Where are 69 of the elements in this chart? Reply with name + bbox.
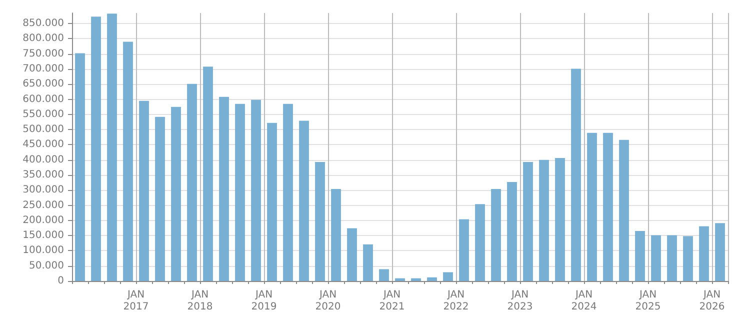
bar bbox=[75, 53, 85, 281]
bar bbox=[619, 140, 629, 281]
bar bbox=[635, 231, 645, 281]
x-tick-label: JAN 2020 bbox=[315, 290, 341, 312]
bar bbox=[651, 235, 661, 281]
bar bbox=[203, 66, 213, 281]
x-tick-label: JAN 2021 bbox=[379, 290, 405, 312]
y-tick-label: 0 bbox=[58, 276, 64, 286]
bar bbox=[667, 235, 677, 281]
bar bbox=[395, 278, 405, 281]
bar bbox=[587, 132, 597, 281]
bar bbox=[555, 158, 565, 281]
y-tick-label: 250.000 bbox=[22, 200, 64, 211]
x-tick-label: JAN 2018 bbox=[187, 290, 213, 312]
x-tick-label: JAN 2019 bbox=[251, 290, 277, 312]
y-tick-label: 650.000 bbox=[22, 78, 64, 90]
bar bbox=[539, 160, 549, 281]
bar bbox=[603, 132, 613, 281]
bar bbox=[315, 162, 325, 281]
bar bbox=[475, 204, 485, 281]
y-tick-label: 50.000 bbox=[29, 260, 64, 272]
x-tick-label: JAN 2026 bbox=[699, 290, 725, 312]
bar bbox=[91, 16, 101, 281]
bar bbox=[155, 116, 165, 281]
bar bbox=[139, 100, 149, 281]
y-tick-label: 300.000 bbox=[22, 184, 64, 196]
bar bbox=[347, 228, 357, 281]
bar bbox=[235, 104, 245, 281]
bar bbox=[251, 100, 261, 281]
bar bbox=[379, 269, 389, 281]
bar bbox=[443, 272, 453, 281]
y-tick-label: 450.000 bbox=[22, 139, 64, 150]
y-tick-label: 150.000 bbox=[22, 230, 64, 242]
x-tick-label: JAN 2017 bbox=[123, 290, 149, 312]
bar bbox=[427, 277, 437, 281]
y-tick-label: 800.000 bbox=[22, 33, 64, 44]
y-tick-label: 200.000 bbox=[22, 214, 64, 226]
y-tick-label: 350.000 bbox=[22, 170, 64, 181]
x-tick-label: JAN 2023 bbox=[507, 290, 533, 312]
y-tick-label: 400.000 bbox=[22, 154, 64, 166]
bar bbox=[523, 162, 533, 281]
bar bbox=[219, 96, 229, 281]
bar bbox=[571, 68, 581, 281]
bar bbox=[411, 278, 421, 281]
bar bbox=[331, 188, 341, 281]
x-tick-label: JAN 2022 bbox=[443, 290, 469, 312]
bar bbox=[267, 122, 277, 281]
bar bbox=[171, 106, 181, 281]
bar bbox=[715, 223, 725, 281]
bar bbox=[459, 219, 469, 281]
x-tick-label: JAN 2024 bbox=[571, 290, 597, 312]
bar bbox=[683, 236, 693, 281]
bar bbox=[699, 226, 709, 281]
x-tick-label: JAN 2025 bbox=[635, 290, 661, 312]
bar bbox=[491, 188, 501, 281]
bar bbox=[299, 120, 309, 281]
y-tick-label: 550.000 bbox=[22, 108, 64, 120]
bar bbox=[187, 84, 197, 281]
y-tick-label: 750.000 bbox=[22, 48, 64, 60]
bar bbox=[363, 244, 373, 281]
y-tick-label: 850.000 bbox=[22, 18, 64, 30]
y-tick-label: 700.000 bbox=[22, 64, 64, 75]
bar bbox=[507, 182, 517, 281]
y-tick-label: 500.000 bbox=[22, 124, 64, 136]
y-tick-label: 100.000 bbox=[22, 245, 64, 256]
bar bbox=[123, 42, 133, 281]
bar bbox=[283, 104, 293, 281]
bar bbox=[107, 14, 117, 281]
y-tick-label: 600.000 bbox=[22, 94, 64, 105]
